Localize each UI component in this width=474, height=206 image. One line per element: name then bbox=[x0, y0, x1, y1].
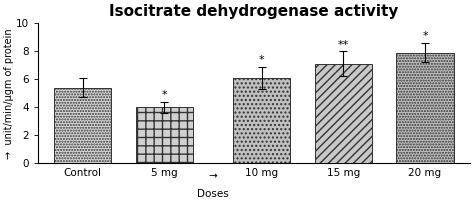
Bar bbox=[54, 88, 111, 163]
Bar bbox=[396, 53, 454, 163]
Text: **: ** bbox=[338, 40, 349, 50]
Bar bbox=[315, 64, 372, 163]
Bar bbox=[233, 78, 291, 163]
Y-axis label: →  unit/min/µgm of protein: → unit/min/µgm of protein bbox=[4, 28, 14, 158]
Text: *: * bbox=[422, 31, 428, 41]
Text: *: * bbox=[259, 55, 265, 65]
Bar bbox=[136, 107, 192, 163]
Title: Isocitrate dehydrogenase activity: Isocitrate dehydrogenase activity bbox=[109, 4, 399, 19]
Text: Doses: Doses bbox=[197, 188, 229, 199]
Text: →: → bbox=[209, 171, 218, 181]
Text: *: * bbox=[161, 90, 167, 100]
